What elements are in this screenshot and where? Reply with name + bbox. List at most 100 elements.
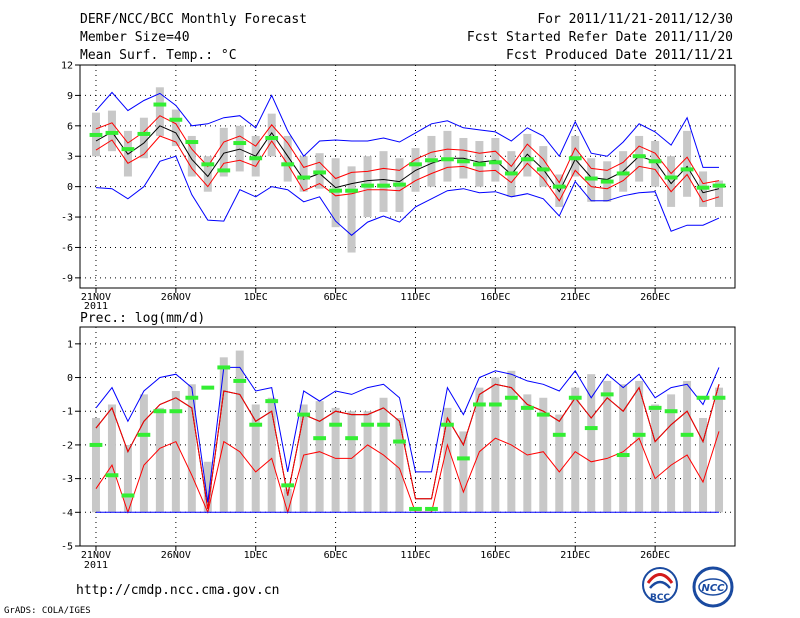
observation-marker <box>89 132 103 137</box>
observation-marker <box>185 395 199 400</box>
x-tick-label: 26NOV <box>161 550 191 561</box>
x-tick-label: 6DEC <box>324 292 348 303</box>
ensemble-box <box>235 350 244 513</box>
observation-marker <box>377 183 390 188</box>
header-variable: Mean Surf. Temp.: °C <box>80 48 237 63</box>
observation-marker <box>696 395 710 400</box>
observation-marker <box>361 422 374 427</box>
ensemble-box <box>459 431 468 513</box>
ensemble-box <box>603 380 612 513</box>
precip-panel-title: Prec.: log(mm/d) <box>80 311 205 326</box>
ensemble-box <box>667 156 676 207</box>
observation-marker <box>89 442 103 447</box>
ensemble-box <box>331 407 340 513</box>
observation-marker <box>329 188 342 193</box>
observation-marker <box>393 182 406 187</box>
ensemble-box <box>699 417 708 513</box>
header-started-date: Fcst Started Refer Date 2011/11/20 <box>467 30 733 45</box>
observation-marker <box>185 140 199 145</box>
observation-marker <box>648 159 662 164</box>
ensemble-box <box>363 411 372 513</box>
observation-marker <box>313 436 327 441</box>
ensemble-box <box>155 87 164 136</box>
observation-marker <box>504 171 518 176</box>
ensemble-box <box>171 391 180 513</box>
ensemble-box <box>299 156 308 192</box>
x-tick-label: 11DEC <box>400 550 430 561</box>
x-tick-label: 21NOV <box>81 550 111 561</box>
ensemble-box <box>587 374 596 513</box>
observation-marker <box>201 385 215 390</box>
y-tick-label: 3 <box>67 152 73 163</box>
observation-marker <box>441 422 454 427</box>
ensemble-box <box>331 158 340 228</box>
series-line-ensemble-mean <box>95 125 720 194</box>
y-tick-label: 12 <box>61 61 73 72</box>
y-tick-label: -6 <box>61 243 73 254</box>
x-year-label: 2011 <box>84 560 108 571</box>
observation-marker <box>169 117 183 122</box>
ensemble-box <box>683 380 692 513</box>
x-tick-label: 21NOV <box>81 292 111 303</box>
bcc-logo: BCC <box>642 567 678 603</box>
observation-marker <box>281 483 295 488</box>
ensemble-box <box>715 387 724 513</box>
ensemble-box <box>619 384 628 513</box>
observation-marker <box>201 162 215 167</box>
observation-marker <box>105 473 119 478</box>
observation-marker <box>153 409 167 414</box>
ensemble-box <box>651 141 660 187</box>
observation-marker <box>457 159 470 164</box>
x-tick-label: 1DEC <box>244 292 268 303</box>
observation-marker <box>345 436 358 441</box>
ensemble-box <box>267 397 276 513</box>
observation-marker <box>361 183 374 188</box>
x-tick-label: 26DEC <box>640 292 670 303</box>
ensemble-box <box>379 151 388 212</box>
observation-marker <box>632 154 646 159</box>
ensemble-box <box>635 135 644 182</box>
ensemble-box <box>523 133 532 177</box>
observation-marker <box>584 176 598 181</box>
ensemble-box <box>203 156 212 192</box>
ensemble-box <box>667 394 676 513</box>
observation-marker <box>313 170 327 175</box>
ncc-logo-text: NCC <box>701 583 725 594</box>
y-tick-label: 1 <box>67 339 73 350</box>
observation-marker <box>265 399 279 404</box>
y-tick-label: -9 <box>61 273 73 284</box>
observation-marker <box>664 409 678 414</box>
observation-marker <box>169 409 183 414</box>
footer-grads-credit: GrADS: COLA/IGES <box>4 606 91 616</box>
ensemble-box <box>251 404 260 513</box>
bcc-logo-swirl-red <box>646 573 674 584</box>
series-line-upper-spread <box>95 383 720 509</box>
bcc-logo-text: BCC <box>650 593 670 603</box>
ensemble-box <box>171 109 180 147</box>
observation-marker <box>409 506 422 511</box>
y-tick-label: -2 <box>61 440 73 451</box>
observation-marker <box>616 171 630 176</box>
observation-marker <box>249 156 263 161</box>
plot-frame <box>79 64 736 289</box>
ensemble-box <box>347 411 356 513</box>
observation-marker <box>712 395 726 400</box>
ensemble-box <box>395 417 404 513</box>
observation-marker <box>249 422 263 427</box>
y-tick-label: -1 <box>61 407 73 418</box>
ensemble-box <box>219 127 228 177</box>
y-tick-label: -3 <box>61 213 73 224</box>
header-produced-date: Fcst Produced Date 2011/11/21 <box>506 48 733 63</box>
ensemble-box <box>571 135 580 177</box>
ensemble-box <box>91 417 100 513</box>
observation-marker <box>648 405 662 410</box>
ensemble-box <box>187 135 196 177</box>
observation-marker <box>153 102 167 107</box>
observation-marker <box>680 167 694 172</box>
observation-marker <box>297 175 311 180</box>
ensemble-box <box>539 146 548 187</box>
ensemble-box <box>139 394 148 513</box>
observation-marker <box>552 432 566 437</box>
x-year-label: 2011 <box>84 301 108 312</box>
